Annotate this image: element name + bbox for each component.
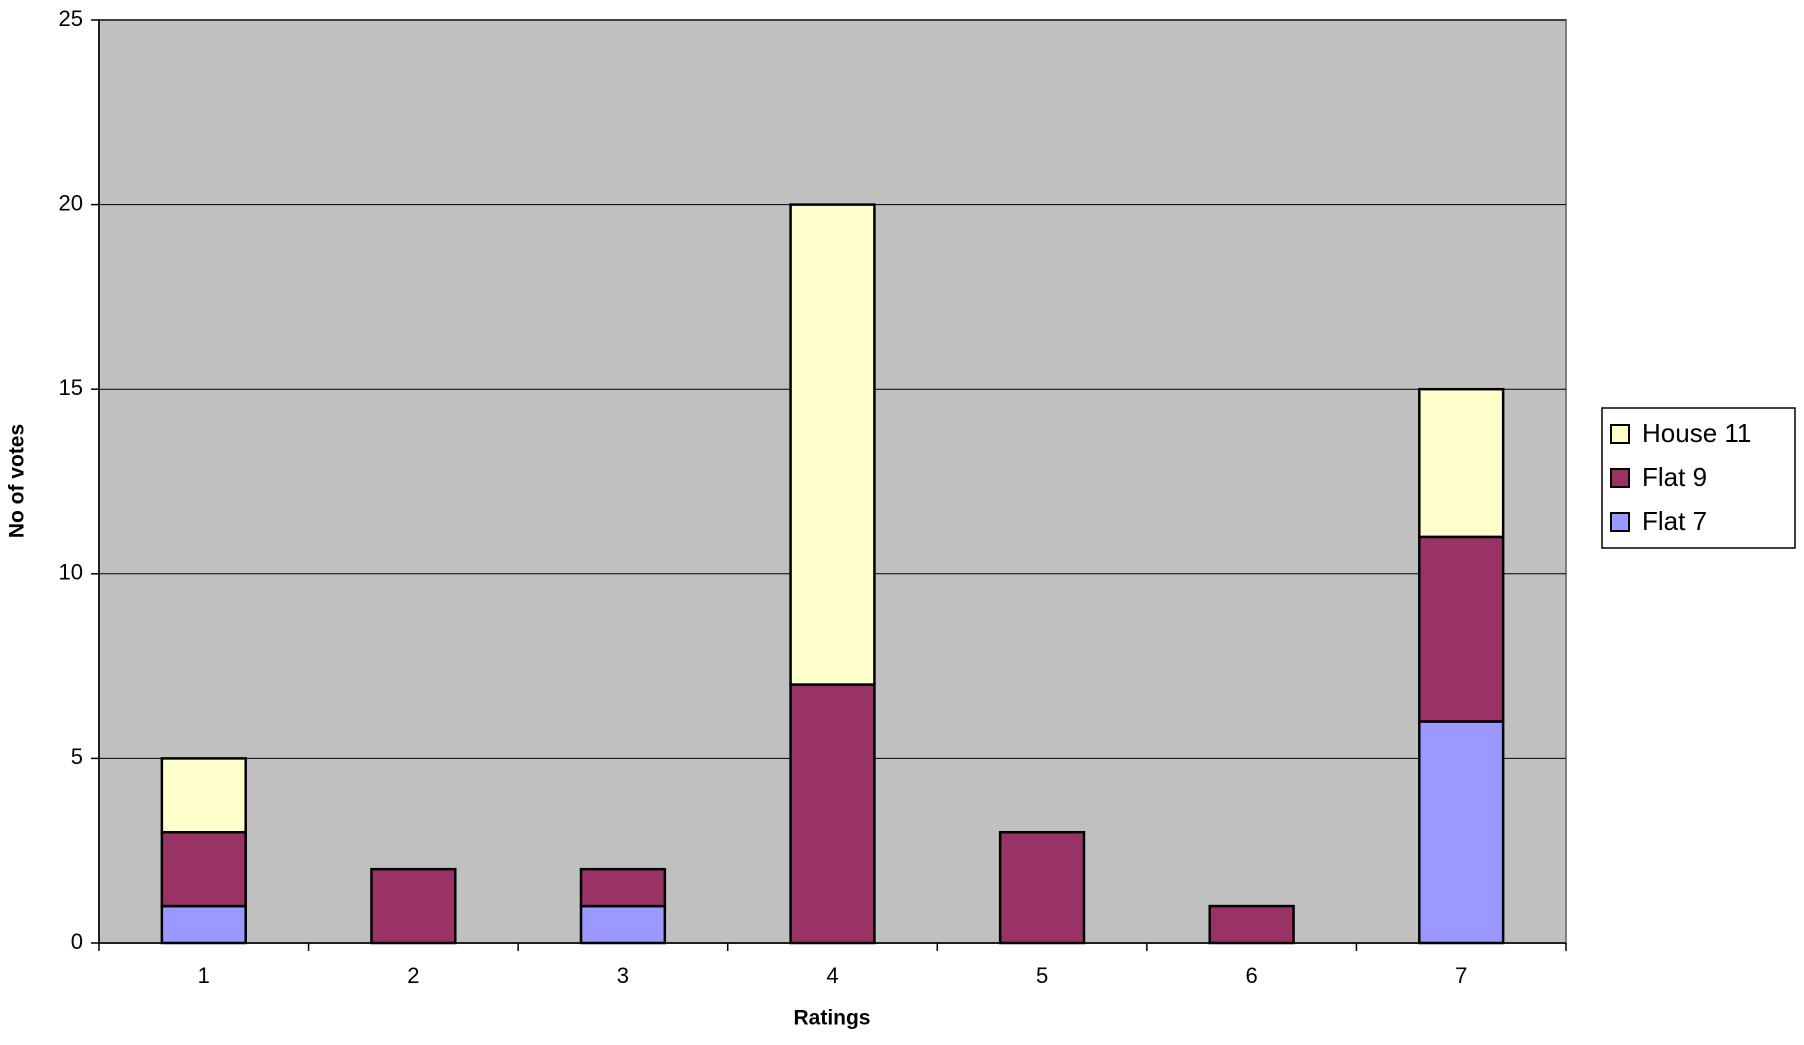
bar-segment — [1208, 904, 1295, 945]
x-tick-label: 6 — [1246, 963, 1258, 988]
x-tick-label: 7 — [1455, 963, 1467, 988]
x-tick-label: 4 — [826, 963, 838, 988]
bar-segment — [1418, 387, 1505, 539]
bar-segment — [998, 830, 1086, 945]
y-axis-title: No of votes — [6, 424, 29, 538]
bar-segment — [160, 904, 247, 945]
legend-label: House 11 — [1642, 418, 1751, 448]
y-tick-label: 10 — [59, 560, 83, 585]
x-tick-label: 1 — [198, 963, 210, 988]
legend-swatch — [1610, 424, 1630, 444]
y-tick-label: 20 — [59, 190, 83, 215]
legend: House 11 Flat 9 Flat 7 — [1601, 407, 1796, 549]
legend-label: Flat 9 — [1642, 462, 1707, 492]
bar-segment — [579, 904, 667, 945]
y-tick-label: 25 — [59, 6, 83, 31]
x-tick-label: 3 — [617, 963, 629, 988]
bar-segment — [579, 867, 667, 908]
bar-segment — [370, 867, 457, 945]
x-axis-title: Ratings — [793, 1007, 870, 1030]
y-tick-label: 15 — [59, 375, 83, 400]
legend-swatch — [1610, 468, 1630, 488]
legend-box — [1601, 407, 1796, 549]
bar-segment — [160, 757, 247, 834]
bar-segment — [160, 830, 247, 908]
bar-segment — [1418, 535, 1505, 723]
legend-label: Flat 7 — [1642, 506, 1707, 536]
bar-segment — [789, 683, 876, 945]
y-tick-label: 5 — [71, 744, 83, 769]
legend-swatch — [1610, 512, 1630, 532]
x-tick-label: 2 — [407, 963, 419, 988]
y-tick-label: 0 — [71, 929, 83, 954]
x-tick-label: 5 — [1036, 963, 1048, 988]
bar-segment — [789, 203, 876, 686]
bar-segment — [1418, 720, 1505, 945]
